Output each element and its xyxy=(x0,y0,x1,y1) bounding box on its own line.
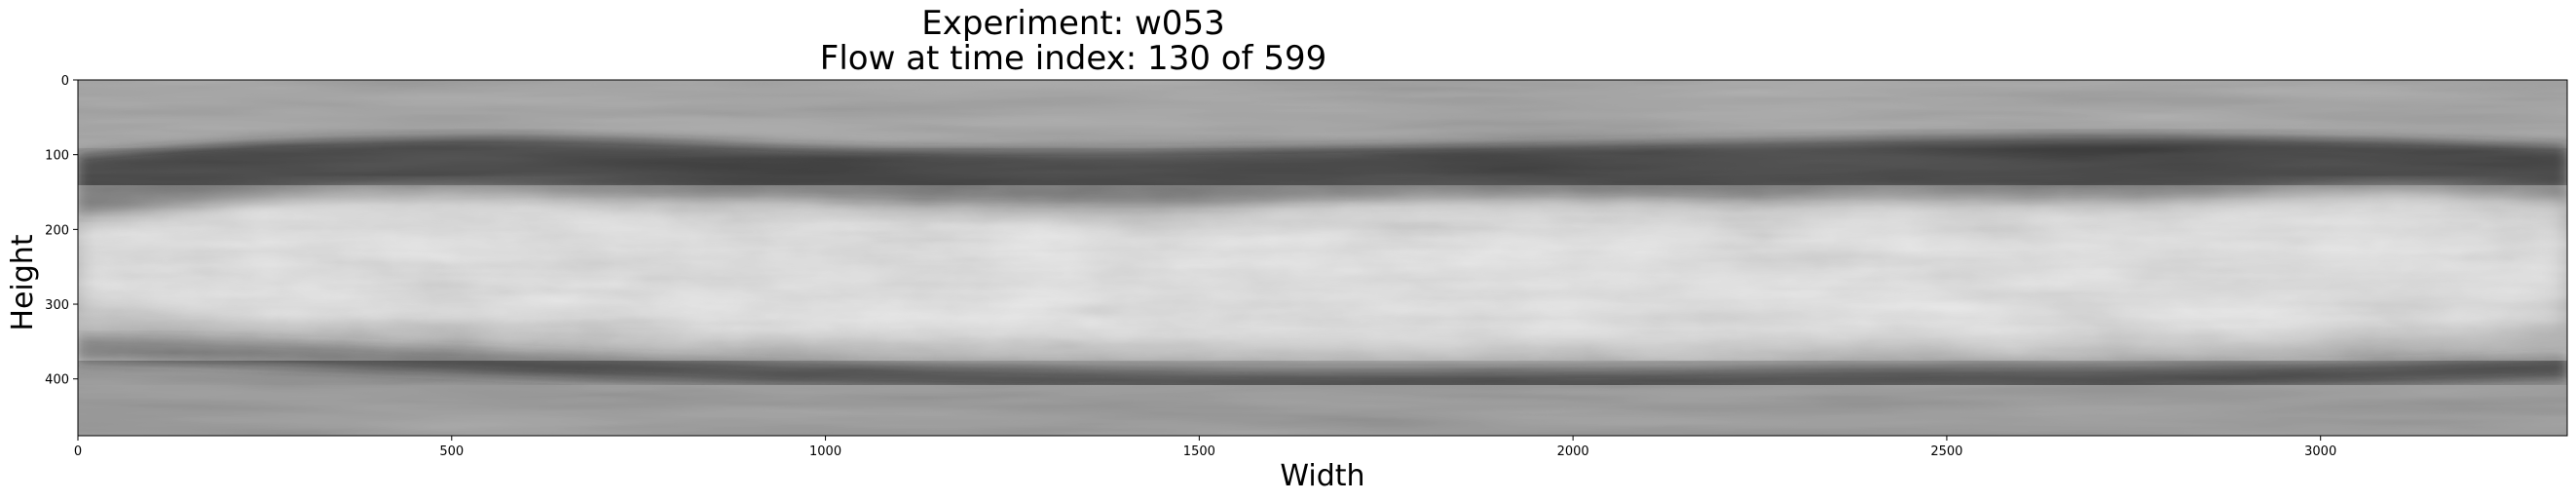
figure-title-line-1: Experiment: w053 xyxy=(921,4,1225,43)
x-tick-label: 1500 xyxy=(1183,444,1215,459)
y-tick-label: 400 xyxy=(45,373,69,388)
x-axis-ticks: 0 500 1000 1500 2000 2500 3000 xyxy=(74,436,2336,459)
y-axis-label: Height xyxy=(6,234,40,331)
x-tick-label: 3000 xyxy=(2304,444,2336,459)
y-tick-label: 300 xyxy=(45,298,69,313)
y-tick-label: 100 xyxy=(45,149,69,164)
y-axis-ticks: 0 100 200 300 400 xyxy=(45,74,78,388)
x-tick-label: 2500 xyxy=(1930,444,1962,459)
flow-image xyxy=(78,80,2567,436)
x-tick-label: 500 xyxy=(439,444,464,459)
x-axis-label: Width xyxy=(1280,459,1365,493)
x-tick-label: 2000 xyxy=(1557,444,1589,459)
x-tick-label: 0 xyxy=(74,444,82,459)
y-tick-label: 0 xyxy=(61,74,69,89)
axes-frame xyxy=(77,79,2568,437)
figure-title-line-2: Flow at time index: 130 of 599 xyxy=(819,39,1327,78)
y-tick-label: 200 xyxy=(45,223,69,238)
x-tick-label: 1000 xyxy=(809,444,841,459)
